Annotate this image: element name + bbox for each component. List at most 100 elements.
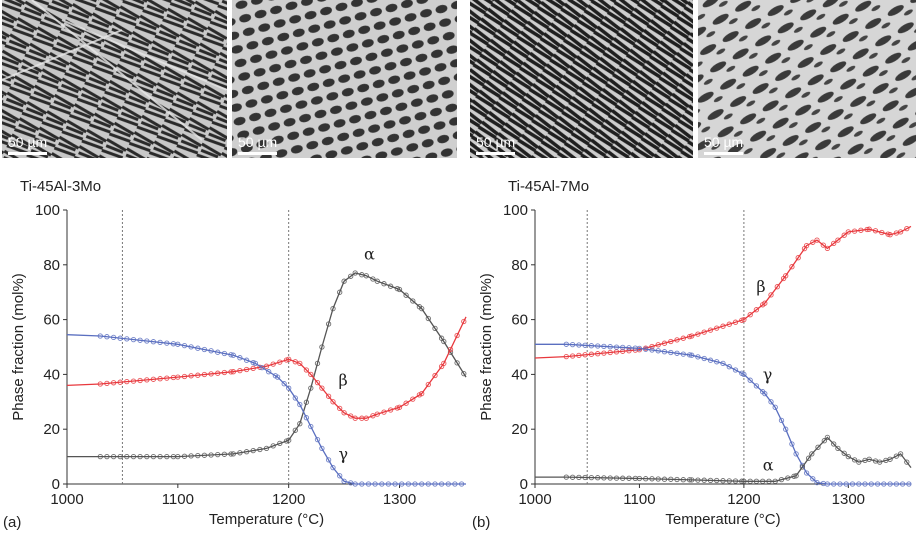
data-point (783, 273, 789, 279)
data-point (104, 380, 110, 387)
data-point (372, 481, 378, 487)
data-point (569, 474, 576, 480)
data-point (726, 364, 732, 370)
data-point (714, 325, 720, 331)
data-point (363, 415, 369, 421)
data-point (762, 390, 768, 397)
y-tick-label: 100 (35, 202, 60, 219)
series-line (535, 436, 912, 482)
data-point (793, 473, 799, 479)
data-point (613, 344, 620, 350)
data-point (237, 450, 243, 456)
data-point (432, 325, 438, 332)
data-point (130, 453, 137, 460)
data-point (620, 344, 626, 351)
data-point (835, 237, 841, 243)
data-point (175, 341, 181, 347)
x-tick-label: 1100 (623, 491, 655, 508)
data-point (281, 381, 287, 387)
data-point (601, 343, 607, 350)
data-point (803, 470, 810, 476)
data-point (649, 476, 655, 482)
data-point (701, 355, 707, 362)
data-point (849, 481, 856, 487)
data-point (319, 385, 325, 391)
data-point (795, 255, 801, 261)
data-point (835, 445, 841, 452)
data-point (893, 481, 900, 487)
data-point (753, 307, 760, 313)
data-point (595, 475, 601, 481)
data-point (785, 475, 791, 481)
data-point (810, 476, 816, 482)
data-point (862, 481, 868, 487)
data-point (810, 239, 816, 245)
data-point (636, 345, 643, 352)
y-tick-label: 80 (511, 257, 528, 274)
micrograph-2-image (232, 0, 457, 158)
data-point (330, 305, 336, 312)
data-point (768, 292, 774, 298)
alloy-title-b: Ti-45Al-7Mo (508, 178, 590, 195)
data-point (337, 289, 343, 295)
data-point (695, 354, 701, 360)
data-point (607, 344, 613, 350)
data-point (195, 452, 201, 459)
data-point (432, 372, 438, 379)
data-point (243, 449, 250, 455)
scale-bar-1: 50 µm (8, 134, 48, 155)
data-point (286, 437, 292, 443)
data-point (365, 481, 372, 487)
data-point (820, 242, 826, 248)
data-point (425, 315, 431, 322)
data-point (831, 240, 837, 247)
data-point (897, 229, 904, 235)
y-tick-label: 100 (503, 202, 528, 219)
data-point (899, 481, 906, 487)
data-point (626, 345, 632, 351)
data-point (292, 395, 298, 401)
data-point (714, 359, 720, 365)
data-point (419, 481, 425, 487)
data-point (370, 413, 376, 419)
data-point (308, 385, 314, 391)
data-point (201, 371, 208, 378)
data-point (868, 481, 874, 487)
series-label: α (763, 455, 774, 474)
micrograph-4-image (698, 0, 916, 158)
micrograph-4: 50 µm (698, 0, 916, 158)
data-point (461, 370, 467, 377)
data-point (188, 453, 194, 459)
y-tick-label: 0 (520, 476, 528, 493)
data-point (613, 475, 620, 481)
panel-label-a: (a) (3, 514, 22, 531)
data-point (887, 456, 893, 462)
data-point (636, 475, 643, 482)
data-point (359, 481, 365, 487)
y-tick-label: 0 (52, 476, 60, 493)
data-point (403, 400, 409, 406)
data-point (352, 270, 358, 276)
data-point (689, 352, 695, 358)
data-point (208, 348, 214, 354)
data-point (175, 453, 181, 460)
scale-bar-4: 50 µm (704, 134, 744, 155)
data-point (674, 337, 680, 343)
data-point (821, 438, 827, 444)
y-tick-label: 60 (511, 312, 528, 329)
data-point (228, 369, 234, 375)
data-point (732, 319, 739, 325)
series-line (66, 334, 466, 485)
y-tick-label: 40 (43, 366, 60, 383)
data-point (680, 335, 686, 341)
data-point (314, 360, 321, 367)
data-point (201, 452, 208, 458)
data-point (379, 481, 385, 487)
data-point (124, 453, 130, 460)
data-point (655, 348, 661, 354)
data-point (747, 377, 753, 383)
data-point (341, 278, 347, 284)
data-point (732, 478, 739, 484)
data-point (454, 360, 460, 366)
data-point (452, 481, 458, 487)
